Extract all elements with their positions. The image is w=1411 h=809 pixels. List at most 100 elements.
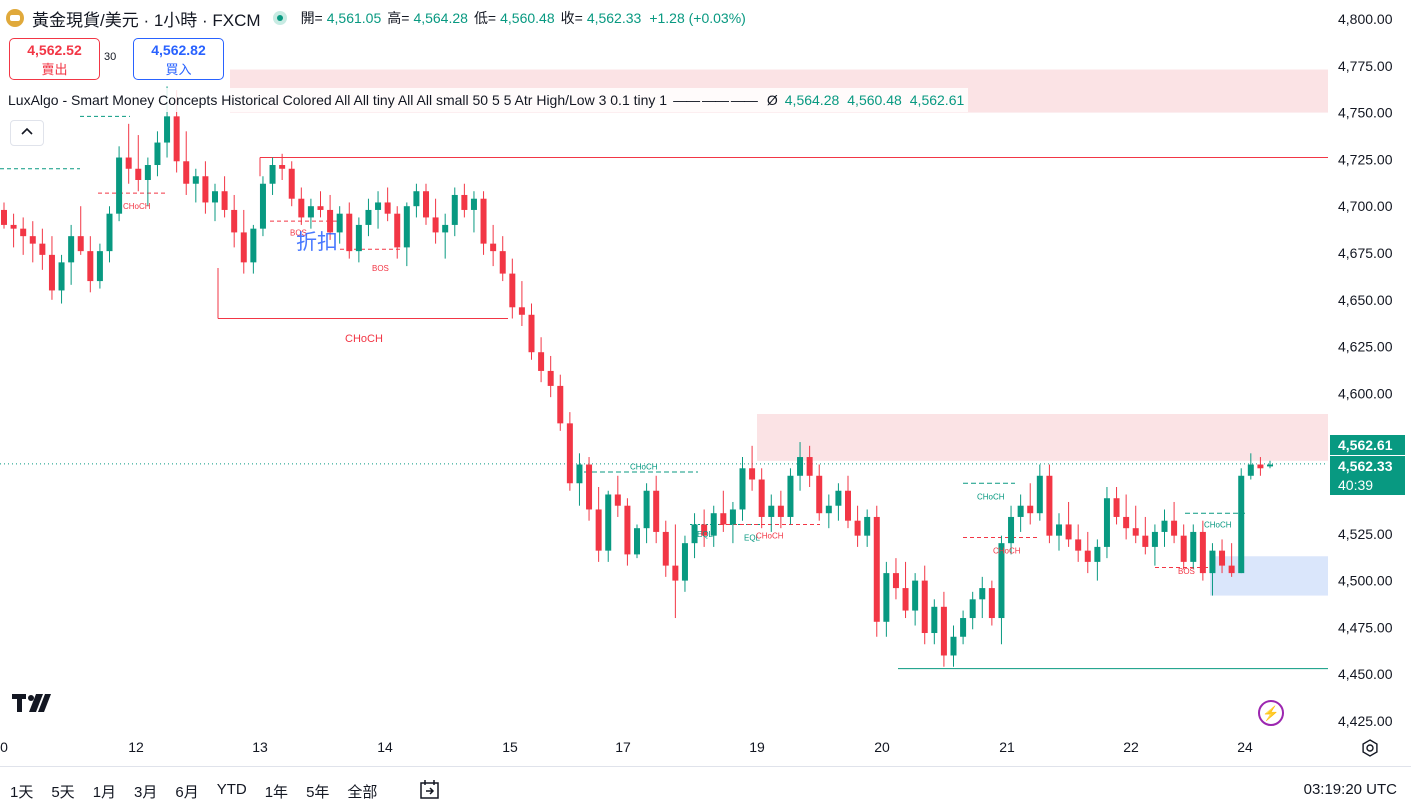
x-tick-label: 14 — [377, 739, 393, 755]
sell-button[interactable]: 4,562.52 賣出 — [9, 38, 100, 80]
indicator-legend[interactable]: LuxAlgo - Smart Money Concepts Historica… — [4, 88, 969, 112]
range-5d[interactable]: 5天 — [51, 784, 75, 801]
candle-body — [1180, 535, 1187, 562]
candle-body — [825, 505, 832, 514]
buy-price: 4,562.82 — [151, 42, 206, 58]
candle-body — [29, 236, 36, 244]
candle-body — [58, 262, 65, 291]
symbol-title[interactable]: 黃金現貨/美元 · 1小時 · FXCM — [32, 10, 261, 30]
candle-body — [691, 524, 698, 544]
tradingview-logo-icon[interactable] — [12, 692, 52, 719]
candle-body — [547, 370, 554, 386]
range-ytd[interactable]: YTD — [216, 781, 247, 798]
y-tick-label: 4,700.00 — [1338, 198, 1393, 214]
candle-body — [490, 243, 497, 252]
range-1y[interactable]: 1年 — [264, 784, 289, 801]
candle-body — [221, 191, 228, 210]
candle-body — [1065, 524, 1072, 540]
candle-body — [528, 314, 535, 353]
range-5y[interactable]: 5年 — [306, 784, 330, 801]
candle-body — [307, 206, 314, 218]
sell-label: 賣出 — [41, 62, 68, 77]
premium-zone-right — [757, 413, 1328, 461]
candle-body — [346, 213, 353, 252]
candle-body — [586, 464, 593, 510]
range-1d[interactable]: 1天 — [10, 784, 34, 801]
candle-body — [1123, 516, 1130, 529]
candle-body — [758, 479, 765, 517]
candle-body — [557, 385, 564, 424]
candle-body — [231, 209, 238, 233]
candle-body — [403, 206, 410, 248]
y-tick-label: 4,450.00 — [1338, 666, 1393, 682]
candle-body — [921, 580, 928, 634]
bottom-toolbar: 1天 5天 1月 3月 6月 YTD 1年 5年 全部 03:19:20 UTC — [0, 766, 1411, 809]
x-tick-label: 0 — [0, 739, 8, 755]
candle-body — [729, 509, 736, 525]
countdown-badge: 40:39 — [1330, 475, 1405, 495]
x-tick-label: 22 — [1123, 739, 1139, 755]
y-tick-label: 4,800.00 — [1338, 11, 1393, 27]
candle-body — [461, 194, 468, 210]
open-label: 開= — [300, 10, 323, 26]
candle-body — [845, 490, 851, 521]
indicator-null-symbol: Ø — [766, 92, 778, 108]
range-6m[interactable]: 6月 — [175, 784, 199, 801]
candle-body — [1209, 550, 1216, 574]
utc-clock[interactable]: 03:19:20 UTC — [1303, 781, 1397, 798]
x-tick-label: 15 — [502, 739, 518, 755]
candle-body — [144, 165, 151, 180]
x-tick-label: 13 — [252, 739, 268, 755]
candle-body — [940, 606, 947, 656]
close-value: 4,562.33 — [586, 10, 642, 26]
candle-body — [164, 116, 171, 143]
x-tick-label: 20 — [874, 739, 890, 755]
candle-body — [643, 490, 650, 529]
candle-body — [77, 236, 84, 252]
range-3m[interactable]: 3月 — [134, 784, 158, 801]
candle-body — [653, 490, 660, 532]
structure-label: CHoCH — [756, 532, 784, 541]
indicator-value-2: 4,560.48 — [847, 92, 902, 108]
candle-body — [854, 520, 861, 536]
settings-gear-icon[interactable] — [1360, 738, 1380, 758]
collapse-legend-button[interactable] — [10, 120, 44, 146]
chart-header: 黃金現貨/美元 · 1小時 · FXCM 開= 4,561.05 高= 4,564.… — [6, 6, 746, 30]
structure-label: CHoCH — [977, 492, 1005, 501]
range-selector: 1天 5天 1月 3月 6月 YTD 1年 5年 全部 — [10, 781, 395, 802]
buy-button[interactable]: 4,562.82 買入 — [133, 38, 224, 80]
range-all[interactable]: 全部 — [347, 784, 378, 801]
y-tick-label: 4,425.00 — [1338, 713, 1393, 729]
candle-body — [883, 573, 890, 622]
candle-body — [250, 228, 257, 263]
range-1m[interactable]: 1月 — [92, 784, 117, 801]
goto-date-icon[interactable] — [419, 779, 441, 801]
candle-body — [806, 457, 813, 476]
candle-body — [87, 251, 94, 282]
y-tick-label: 4,750.00 — [1338, 105, 1393, 121]
candle-body — [873, 516, 880, 622]
candle-body — [327, 209, 334, 233]
x-tick-label: 24 — [1237, 739, 1253, 755]
x-tick-label: 19 — [749, 739, 765, 755]
y-tick-label: 4,525.00 — [1338, 526, 1393, 542]
low-value: 4,560.48 — [500, 10, 555, 26]
candle-body — [960, 618, 967, 637]
structure-label: CHoCH — [123, 202, 151, 211]
candle-body — [173, 116, 180, 162]
structure-label: CHoCH — [1204, 520, 1232, 529]
structure-label: EQL — [744, 534, 761, 543]
candle-body — [212, 191, 218, 203]
change-value: +1.28 (+0.03%) — [649, 10, 746, 26]
candle-body — [605, 494, 612, 551]
x-tick-label: 17 — [615, 739, 631, 755]
candle-body — [96, 251, 103, 282]
y-tick-label: 4,650.00 — [1338, 292, 1393, 308]
structure-label: BOS — [372, 264, 389, 273]
gold-symbol-icon — [6, 9, 24, 27]
candle-body — [950, 636, 957, 656]
candle-body — [1084, 550, 1091, 562]
lightning-icon[interactable]: ⚡ — [1258, 700, 1284, 726]
x-tick-label: 12 — [128, 739, 144, 755]
